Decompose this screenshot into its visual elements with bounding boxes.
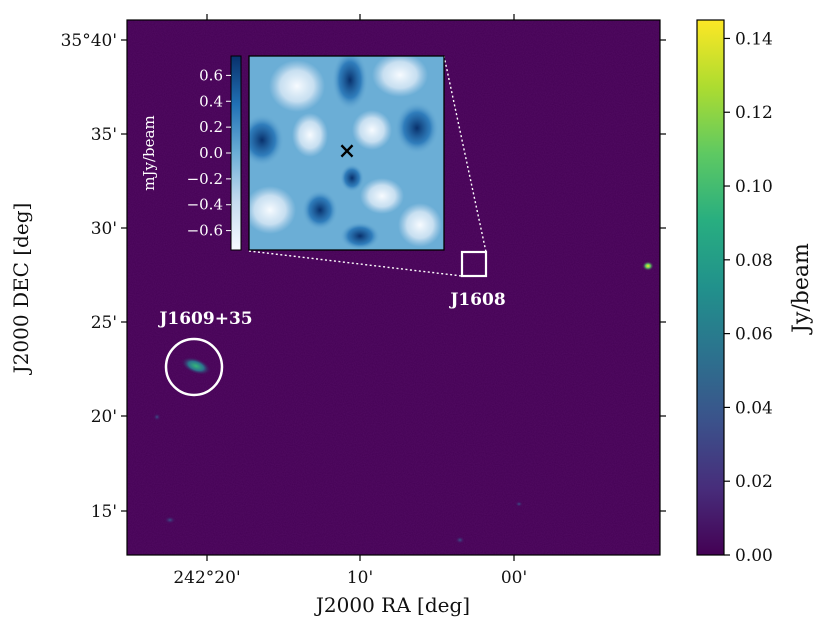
y-axis-label: J2000 DEC [deg] (9, 203, 33, 376)
colorbar-tick-label: 0.08 (735, 251, 773, 271)
inset-blob (249, 114, 284, 166)
main-colorbar-fill (696, 19, 725, 556)
y-tick-label: 35°40' (61, 31, 117, 51)
faint-source (153, 413, 161, 421)
colorbar-tick-label: 0.00 (735, 546, 773, 566)
inset-blob (352, 110, 392, 150)
inset-colorbar-fill (230, 55, 242, 251)
j1609-label: J1609+35 (157, 309, 252, 329)
inset-tick-label: −0.6 (187, 222, 223, 240)
x-axis-ticks: 242°20' 10' 00' (173, 14, 527, 588)
faint-source (455, 536, 465, 544)
inset-blob (395, 102, 439, 154)
inset-tick-label: 0.6 (199, 66, 223, 84)
j1608-label: J1608 (448, 290, 505, 310)
x-tick-label: 10' (347, 568, 373, 588)
inset-blob (360, 178, 404, 214)
inset-colorbar: 0.6 0.4 0.2 0.0 −0.2 −0.4 −0.6 mJy/beam (140, 55, 242, 251)
inset-colorbar-ticks: 0.6 0.4 0.2 0.0 −0.2 −0.4 −0.6 (187, 66, 231, 240)
y-axis-ticks: 35°40' 35' 30' 25' 20' 15' (61, 31, 666, 522)
inset-blob (269, 60, 325, 112)
j1609-circle-marker (164, 337, 224, 397)
inset-tick-label: −0.2 (187, 170, 223, 188)
y-tick-label: 15' (91, 502, 117, 522)
inset-connector-top (443, 55, 487, 253)
inset-panel: × (248, 55, 445, 251)
x-axis-label: J2000 RA [deg] (314, 593, 470, 617)
colorbar-tick-label: 0.14 (735, 29, 773, 49)
inset-tick-label: 0.4 (199, 92, 223, 110)
y-tick-label: 25' (91, 313, 117, 333)
x-tick-label: 00' (501, 568, 527, 588)
inset-blob (332, 56, 368, 110)
colorbar-tick-label: 0.02 (735, 472, 773, 492)
inset-blobs (249, 56, 442, 250)
x-tick-label: 242°20' (173, 568, 240, 588)
faint-source (164, 516, 176, 524)
inset-tick-label: −0.4 (187, 196, 223, 214)
main-colorbar: 0.00 0.02 0.04 0.06 0.08 0.10 0.12 0.14 Jy/beam (696, 19, 814, 566)
inset-blob (292, 113, 328, 157)
y-tick-label: 20' (91, 407, 117, 427)
inset-tick-label: 0.2 (199, 118, 223, 136)
inset-tick-label: 0.0 (199, 144, 223, 162)
y-tick-label: 30' (91, 219, 117, 239)
inset-blob (340, 222, 380, 250)
inset-blob (398, 203, 442, 247)
j1609-source-emission (180, 356, 212, 376)
inset-blob (340, 164, 364, 192)
inset-blob (302, 190, 338, 230)
inset-target-marker: × (338, 138, 356, 164)
colorbar-tick-label: 0.06 (735, 325, 773, 345)
main-colorbar-label: Jy/beam (789, 243, 814, 335)
colorbar-tick-label: 0.12 (735, 103, 773, 123)
bright-point-source (642, 261, 654, 271)
inset-blob (372, 56, 428, 97)
image-frame (126, 19, 661, 556)
inset-blob (249, 186, 296, 234)
inset-colorbar-label: mJy/beam (140, 115, 158, 190)
colorbar-tick-label: 0.04 (735, 398, 773, 418)
inset-frame (248, 55, 445, 251)
colorbar-tick-label: 0.10 (735, 177, 773, 197)
y-tick-label: 35' (91, 125, 117, 145)
faint-source (515, 501, 523, 507)
j1608-square-marker (460, 250, 488, 278)
main-colorbar-ticks: 0.00 0.02 0.04 0.06 0.08 0.10 0.12 0.14 (724, 29, 773, 566)
